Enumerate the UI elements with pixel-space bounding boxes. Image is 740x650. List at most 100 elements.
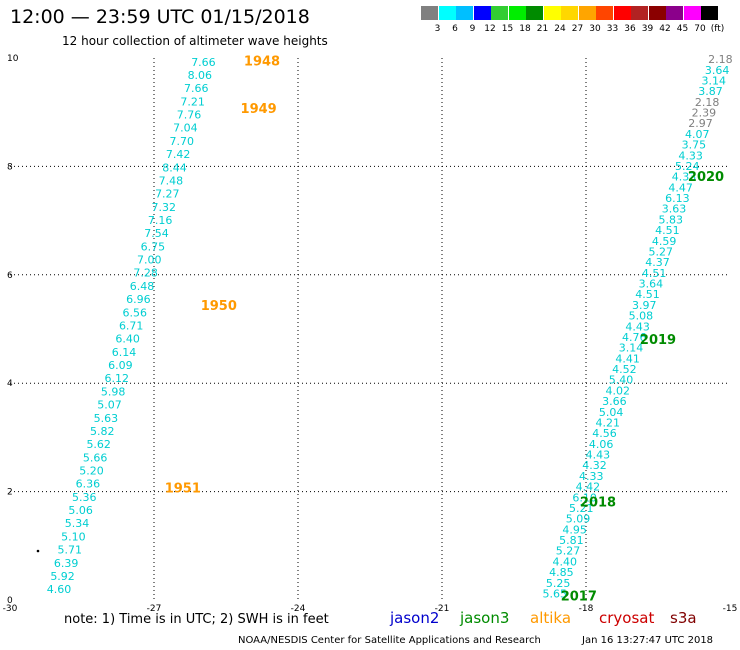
scale-swatch <box>578 6 596 20</box>
scale-label: 45 <box>676 24 689 34</box>
wave-height-value: 5.92 <box>50 570 75 583</box>
wave-height-value: 8.44 <box>162 161 187 174</box>
wave-height-value: 7.21 <box>180 95 205 108</box>
wave-height-value: 5.27 <box>556 545 581 558</box>
wave-height-value: 5.08 <box>629 310 654 323</box>
scale-swatch <box>596 6 613 20</box>
scale-swatch <box>438 6 456 20</box>
wave-height-value: 6.71 <box>119 319 144 332</box>
footer-credit: NOAA/NESDIS Center for Satellite Applica… <box>238 635 541 646</box>
wave-height-value: 4.33 <box>672 171 697 184</box>
wave-height-value: 4.85 <box>549 566 574 579</box>
wave-height-value: 6.56 <box>123 306 148 319</box>
wave-height-value: 6.36 <box>76 478 101 491</box>
wave-height-value: 3.64 <box>705 64 730 77</box>
wave-height-value: 5.81 <box>559 534 584 547</box>
scale-label: 3 <box>434 24 441 34</box>
wave-height-value: 6.12 <box>105 372 130 385</box>
wave-height-value: 4.43 <box>625 320 650 333</box>
y-tick-label: 8 <box>7 162 13 172</box>
wave-height-value: 4.41 <box>615 352 640 365</box>
wave-height-value: 3.87 <box>698 85 723 98</box>
satellite-jason2: jason2 <box>390 609 440 627</box>
footer-timestamp: Jan 16 13:27:47 UTC 2018 <box>582 635 714 646</box>
scale-label: 70 <box>694 24 706 34</box>
wave-height-value: 5.20 <box>79 465 104 478</box>
wave-height-value: 7.66 <box>191 56 216 69</box>
wave-height-value: 5.98 <box>101 385 126 398</box>
chart-subtitle: 12 hour collection of altimeter wave hei… <box>62 34 328 48</box>
wave-height-value: 4.07 <box>685 128 710 141</box>
scale-label: (ft) <box>710 24 725 34</box>
wave-height-value: 6.40 <box>115 333 140 346</box>
wave-height-value: 4.40 <box>552 555 577 568</box>
wave-height-value: 8.06 <box>188 69 213 82</box>
scale-swatch <box>648 6 666 20</box>
wave-height-value: 2.97 <box>688 117 713 130</box>
wave-height-value: 4.51 <box>635 288 660 301</box>
wave-height-value: 2.18 <box>708 53 733 66</box>
scale-label: 30 <box>589 24 601 34</box>
wave-height-value: 6.48 <box>130 280 155 293</box>
x-tick-label: -30 <box>3 604 18 614</box>
y-tick-label: 6 <box>7 271 13 281</box>
wave-height-value: 7.28 <box>133 267 158 280</box>
scale-label: 39 <box>641 24 654 34</box>
x-tick-label: -24 <box>291 604 306 614</box>
wave-height-value: 4.51 <box>642 267 667 280</box>
wave-height-value: 5.40 <box>609 374 634 387</box>
wave-height-value: 4.95 <box>562 523 587 536</box>
wave-height-value: 2.18 <box>695 96 720 109</box>
wave-height-value: 5.82 <box>90 425 115 438</box>
track-time-label: 2017 <box>561 590 597 605</box>
wave-height-value: 5.24 <box>675 160 700 173</box>
chart-title: 12:00 — 23:59 UTC 01/15/2018 <box>10 6 310 28</box>
scale-swatch <box>473 6 491 20</box>
wave-height-value: 6.39 <box>54 557 79 570</box>
wave-height-value: 2.39 <box>692 107 717 120</box>
wave-height-value: 5.04 <box>599 406 624 419</box>
y-tick-label: 0 <box>7 596 13 606</box>
scale-swatch <box>683 6 701 20</box>
wave-height-value: 4.32 <box>582 459 607 472</box>
wave-height-value: 5.21 <box>569 502 594 515</box>
wave-height-value: 7.04 <box>173 122 198 135</box>
wave-height-value: 3.14 <box>619 342 644 355</box>
scale-label: 33 <box>606 24 619 34</box>
wave-height-value: 3.64 <box>639 278 664 291</box>
x-tick-label: -15 <box>723 604 738 614</box>
scale-swatch <box>701 6 718 20</box>
x-tick-label: -21 <box>435 604 450 614</box>
scale-label: 24 <box>554 24 566 34</box>
wave-height-value: 5.36 <box>72 491 97 504</box>
wave-height-value: 5.63 <box>94 412 119 425</box>
wave-height-value: 4.60 <box>47 583 72 596</box>
wave-height-value: 3.63 <box>662 203 687 216</box>
satellite-cryosat: cryosat <box>599 609 655 627</box>
track-time-label: 2020 <box>688 170 724 185</box>
wave-height-value: 3.75 <box>682 139 707 152</box>
wave-height-value: 4.21 <box>596 416 621 429</box>
data-point <box>36 549 40 553</box>
scale-label: 42 <box>659 24 671 34</box>
track-time-label: 1950 <box>201 299 237 314</box>
scale-label: 12 <box>484 24 496 34</box>
wave-height-value: 6.10 <box>572 491 597 504</box>
wave-height-value: 5.25 <box>546 577 571 590</box>
wave-height-value: 6.13 <box>665 192 690 205</box>
scale-label: 6 <box>452 24 458 34</box>
track-time-label: 2018 <box>580 495 616 510</box>
scale-swatch <box>421 6 438 20</box>
wave-height-value: 4.37 <box>645 256 670 269</box>
scale-swatch <box>561 6 578 20</box>
satellite-altika: altika <box>530 609 572 627</box>
wave-height-value: 5.65 <box>543 587 568 600</box>
wave-height-value: 4.59 <box>652 235 677 248</box>
y-tick-label: 2 <box>7 488 13 498</box>
wave-height-value: 7.54 <box>144 227 169 240</box>
wave-height-value: 7.16 <box>148 214 173 227</box>
wave-height-value: 5.09 <box>566 513 591 526</box>
x-tick-label: -18 <box>579 604 594 614</box>
wave-height-value: 4.06 <box>589 438 614 451</box>
wave-height-value: 4.52 <box>612 363 637 376</box>
